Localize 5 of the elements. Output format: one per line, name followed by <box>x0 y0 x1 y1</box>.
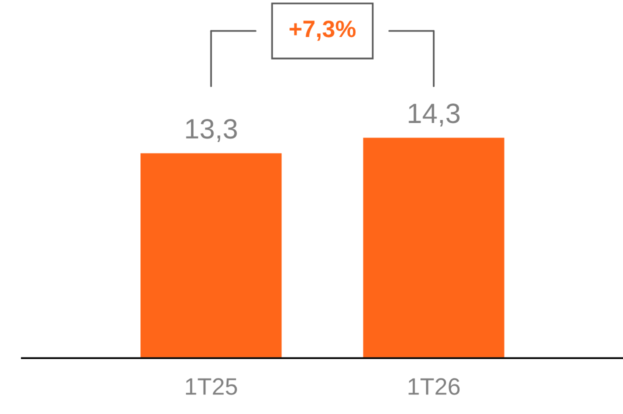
text: +7,3% <box>290 20 356 41</box>
data-label: 14,3 <box>408 104 460 127</box>
x-tick-label: 1T25 <box>186 378 237 395</box>
data-label: 13,3 <box>186 119 237 142</box>
x-tick-label: 1T26 <box>408 378 460 395</box>
